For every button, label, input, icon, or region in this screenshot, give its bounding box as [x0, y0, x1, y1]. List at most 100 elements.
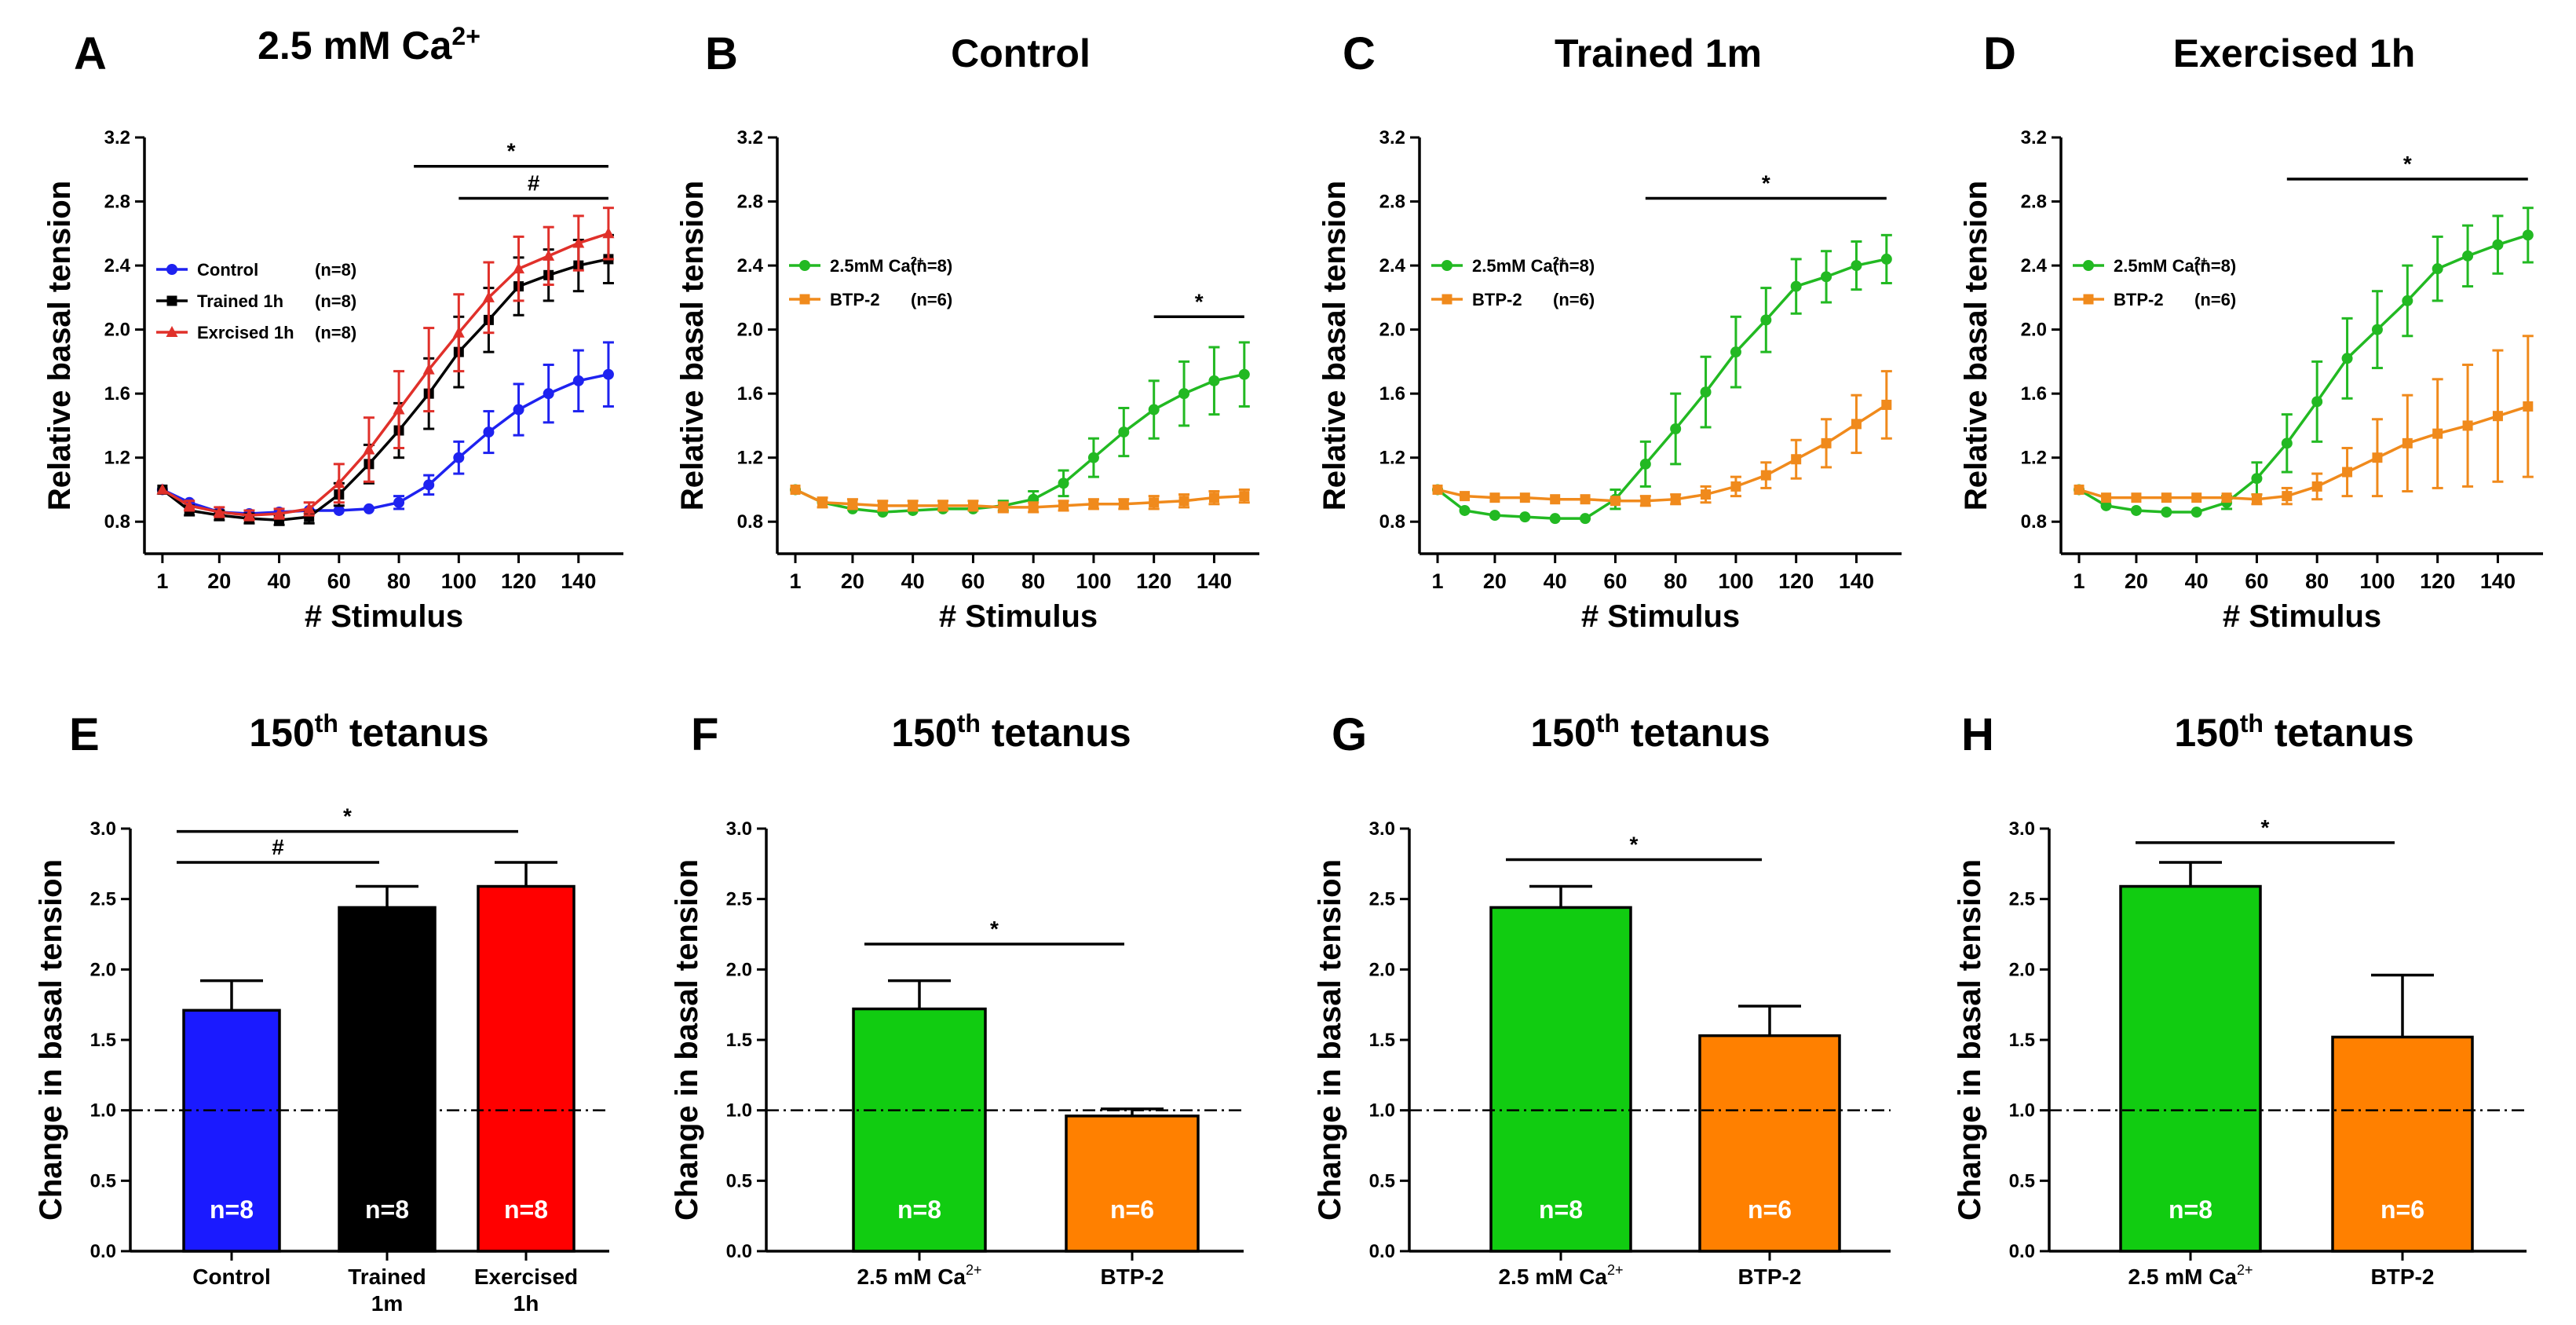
legend-label: BTP-2 — [2114, 290, 2164, 309]
data-point — [2191, 492, 2202, 503]
bar-chart-g: 150th tetanus 0.0 0.5 1.0 1.5 2.0 2.5 3.0 Change… — [1313, 709, 1891, 1289]
series-btp — [2074, 335, 2534, 506]
data-point — [2341, 353, 2353, 364]
data-point — [2402, 437, 2413, 448]
bar-rect — [1489, 906, 1632, 1253]
y-tick-label: 2.4 — [2021, 255, 2048, 276]
x-tick-label: 80 — [2305, 569, 2329, 593]
bar-bar_ca: n=8 2.5 mM Ca2+ — [2119, 861, 2262, 1289]
legend: Control (n=8) Trained 1h (n=8) Exrcised 1h (n… — [156, 260, 356, 342]
x-tick-label: 60 — [327, 569, 351, 593]
bar-rect — [182, 1008, 281, 1253]
data-point — [2402, 295, 2413, 306]
data-point — [2161, 492, 2172, 503]
y-tick-label: 0.5 — [90, 1170, 116, 1191]
bar-n-label: n=6 — [1748, 1195, 1792, 1224]
data-point — [543, 388, 554, 400]
significance-label: * — [990, 917, 999, 941]
legend-label: BTP-2 — [1472, 290, 1522, 309]
y-axis-label: Change in basal tension — [1313, 859, 1347, 1221]
legend: 2.5mM Ca2+(n=8) BTP-2 (n=6) — [1431, 254, 1595, 309]
x-tick-label: 100 — [441, 569, 477, 593]
legend-n: (n=6) — [2194, 290, 2236, 309]
data-point — [363, 443, 375, 455]
data-point — [1459, 504, 1471, 516]
bar-n-label: n=8 — [504, 1195, 548, 1224]
x-tick-label: 140 — [2480, 569, 2516, 593]
data-point — [967, 500, 978, 511]
y-tick-label: 3.0 — [1369, 818, 1395, 840]
data-point — [2462, 250, 2474, 262]
series-btp — [1432, 370, 1892, 507]
bar-rect — [2331, 1035, 2474, 1253]
x-axis-label: # Stimulus — [939, 599, 1098, 634]
panel-letter-f: F — [691, 709, 718, 760]
data-point — [847, 499, 858, 510]
data-point — [452, 326, 465, 338]
legend-n: (n=8) — [315, 260, 356, 280]
data-point — [213, 506, 225, 517]
y-axis-label: Change in basal tension — [1953, 859, 1987, 1221]
series-line — [2078, 233, 2529, 514]
significance-label: * — [2403, 152, 2412, 176]
x-tick-label: 100 — [1076, 569, 1111, 593]
y-tick-label: 2.5 — [726, 889, 752, 910]
chart-title: Exercised 1h — [2173, 31, 2416, 75]
significance-label: * — [1195, 289, 1204, 313]
y-tick-label: 2.8 — [104, 192, 130, 213]
panel-letter-e: E — [69, 709, 100, 760]
legend-n: (n=6) — [911, 290, 952, 309]
legend-label: Control — [197, 260, 258, 280]
y-axis-label: Relative basal tension — [1959, 181, 1993, 511]
data-point — [2251, 473, 2263, 485]
data-point — [333, 477, 345, 489]
data-point — [1790, 280, 1802, 292]
series-ca — [2074, 207, 2534, 518]
x-tick-label: 40 — [268, 569, 291, 593]
y-tick-label: 1.0 — [1369, 1100, 1395, 1122]
x-tick-label: 120 — [1136, 569, 1171, 593]
data-point — [1821, 271, 1832, 283]
data-point — [2342, 467, 2353, 478]
y-tick-label: 0.5 — [2009, 1170, 2035, 1191]
bar-n-label: n=8 — [1539, 1195, 1583, 1224]
y-tick-label: 2.8 — [737, 192, 763, 213]
x-tick-label: 20 — [2125, 569, 2148, 593]
x-tick-label: 40 — [901, 569, 925, 593]
y-tick-label: 2.8 — [2021, 192, 2047, 213]
y-tick-label: 2.0 — [2021, 320, 2047, 341]
legend-marker — [2083, 294, 2094, 305]
chart-title: 150th tetanus — [249, 709, 488, 755]
data-point — [2432, 428, 2443, 439]
bar-rect — [338, 906, 437, 1253]
bar-bar_btp: n=6 BTP-2 — [1698, 1005, 1841, 1289]
data-point — [1550, 494, 1561, 505]
y-tick-label: 1.2 — [1379, 448, 1405, 469]
y-tick-label: 0.5 — [1369, 1170, 1395, 1191]
series-line — [161, 258, 609, 522]
data-point — [572, 375, 584, 386]
data-point — [1519, 511, 1531, 523]
line-chart-a: 2.5 mM Ca2+0.81.21.62.02.42.83.21 20 40 60 8… — [42, 22, 623, 634]
y-tick-label: 2.8 — [1379, 192, 1405, 213]
legend-marker — [1441, 260, 1452, 271]
data-point — [790, 484, 801, 495]
series-line — [1436, 258, 1887, 520]
y-tick-label: 3.2 — [2021, 127, 2047, 148]
x-tick-label: 40 — [2185, 569, 2209, 593]
data-point — [1700, 386, 1712, 398]
data-point — [1730, 346, 1741, 358]
data-point — [2251, 494, 2262, 505]
significance-label: * — [1630, 832, 1639, 856]
y-tick-label: 0.0 — [726, 1241, 752, 1262]
panel-letter-d: D — [1983, 28, 2016, 79]
x-tick-label: 2.5 mM Ca2+ — [857, 1262, 981, 1289]
data-point — [1880, 253, 1892, 265]
panel-letter-b: B — [705, 28, 738, 79]
y-tick-label: 3.0 — [726, 818, 752, 840]
data-point — [2074, 484, 2085, 495]
data-point — [243, 509, 255, 521]
y-tick-label: 0.8 — [737, 511, 763, 533]
legend-n: (n=8) — [1553, 256, 1595, 276]
